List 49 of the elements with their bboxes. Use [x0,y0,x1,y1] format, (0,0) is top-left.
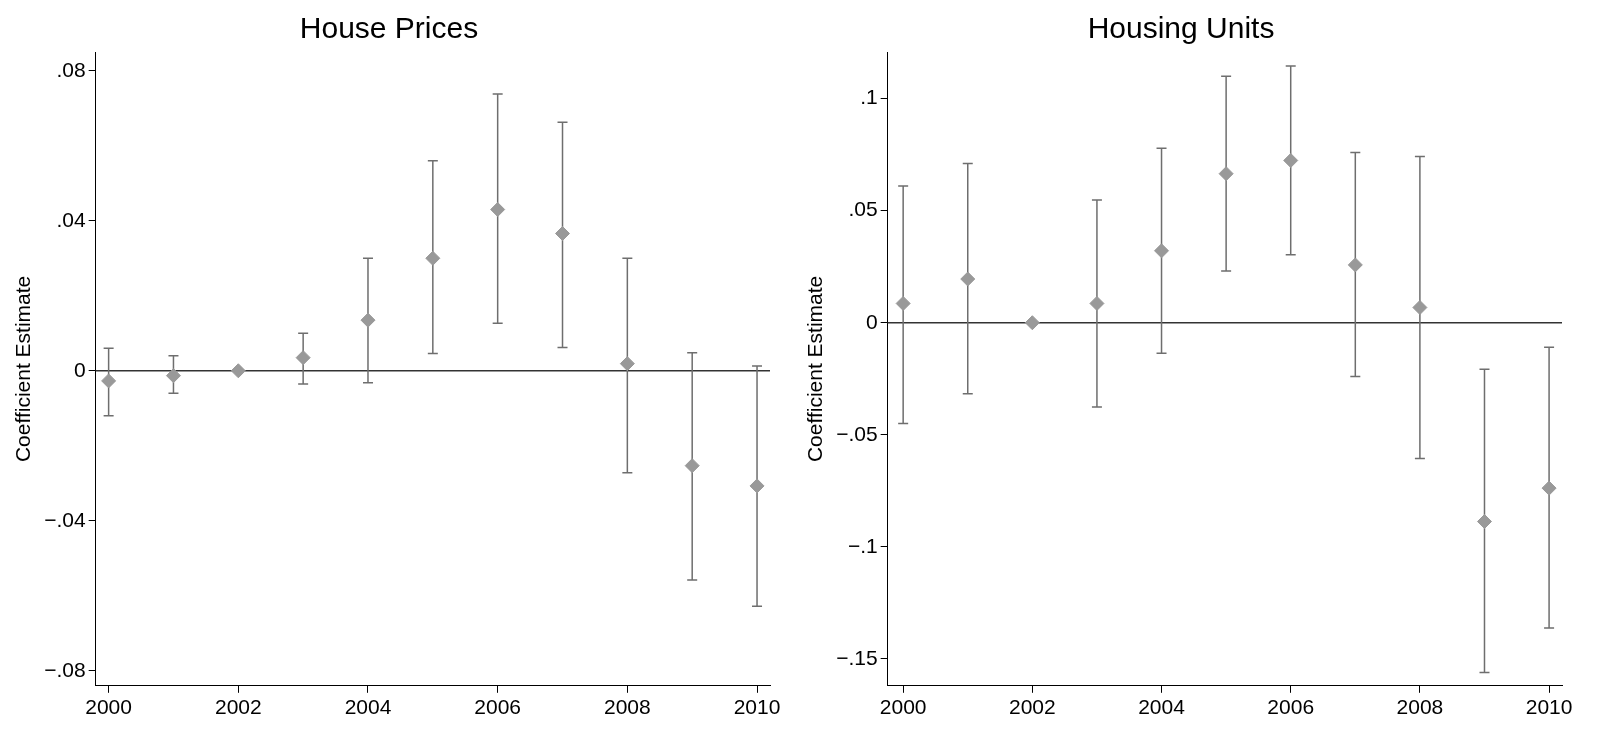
y-tick-label: .05 [848,197,878,221]
point [1412,299,1428,315]
y-tick-label: −.1 [847,533,878,557]
x-tick-label: 2006 [1267,695,1315,719]
point [1541,480,1557,496]
point [960,271,976,287]
x-tick-label: 2008 [1396,695,1444,719]
point [1089,295,1105,311]
point [425,250,441,266]
point [1347,257,1363,273]
point [295,350,311,366]
y-tick-label: −.08 [44,657,86,681]
x-tick-label: 2000 [879,695,927,719]
x-tick-label: 2002 [214,695,262,719]
point [1476,514,1492,530]
point [165,368,181,384]
y-tick-label: −.04 [44,507,86,531]
point [619,356,635,372]
point [1154,243,1170,259]
point [360,312,376,328]
y-tick-label: 0 [73,357,86,381]
y-tick-label: .1 [860,85,878,109]
point [684,458,700,474]
point [230,363,246,379]
chart-title: House Prices [299,11,479,45]
x-tick-label: 2008 [603,695,651,719]
y-tick-label: −.05 [836,421,878,445]
point [1283,152,1299,168]
y-axis-title: Coefficient Estimate [803,275,827,463]
point [1024,315,1040,331]
x-tick-label: 2006 [474,695,522,719]
x-tick-label: 2010 [733,695,781,719]
x-tick-label: 2004 [344,695,392,719]
point [555,226,571,242]
point [895,295,911,311]
x-tick-label: 2002 [1008,695,1056,719]
x-tick-label: 2010 [1525,695,1573,719]
point [749,478,765,494]
y-axis-title: Coefficient Estimate [11,275,35,463]
point [1218,166,1234,182]
y-tick-label: .08 [56,57,86,81]
x-tick-label: 2000 [85,695,132,719]
y-tick-label: −.15 [836,645,878,669]
point [490,202,506,218]
chart-title: Housing Units [1087,11,1275,45]
y-tick-label: .04 [56,207,86,231]
point [101,373,117,389]
x-tick-label: 2004 [1138,695,1186,719]
y-tick-label: 0 [865,309,878,333]
